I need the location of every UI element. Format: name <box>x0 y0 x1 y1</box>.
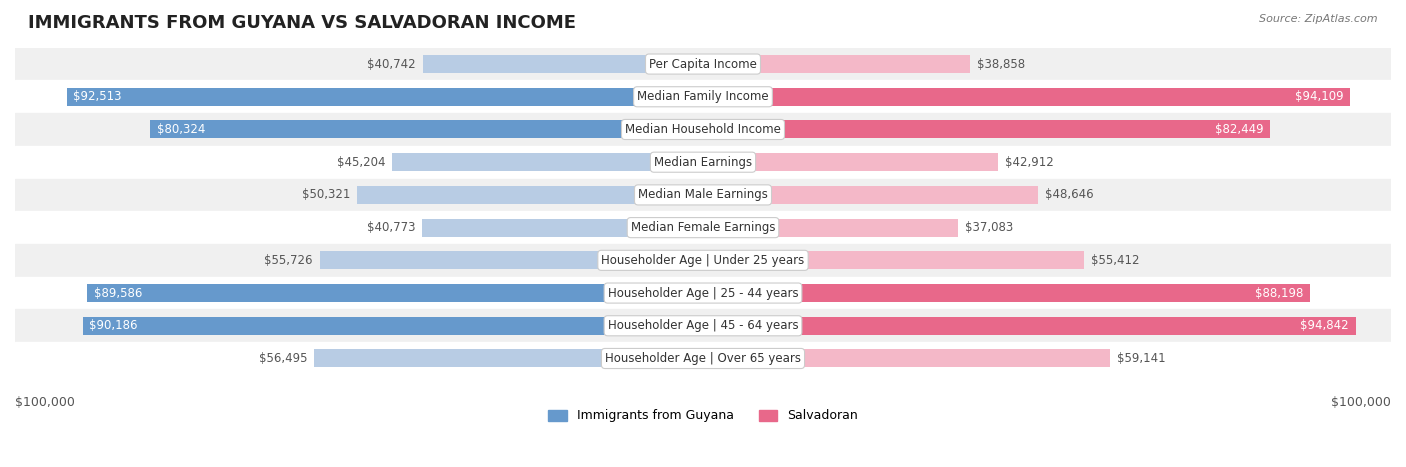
Text: $100,000: $100,000 <box>15 396 75 409</box>
Text: $37,083: $37,083 <box>965 221 1014 234</box>
Text: Householder Age | 45 - 64 years: Householder Age | 45 - 64 years <box>607 319 799 333</box>
Bar <box>15 113 1391 146</box>
Bar <box>357 186 703 204</box>
Text: $100,000: $100,000 <box>1331 396 1391 409</box>
Text: $59,141: $59,141 <box>1116 352 1166 365</box>
Bar <box>15 48 1391 80</box>
Bar <box>703 219 957 237</box>
Text: $55,726: $55,726 <box>264 254 312 267</box>
Text: Source: ZipAtlas.com: Source: ZipAtlas.com <box>1260 14 1378 24</box>
Bar <box>422 219 703 237</box>
Text: $92,513: $92,513 <box>73 90 122 103</box>
Bar <box>703 186 1038 204</box>
Bar <box>703 284 1310 302</box>
Text: IMMIGRANTS FROM GUYANA VS SALVADORAN INCOME: IMMIGRANTS FROM GUYANA VS SALVADORAN INC… <box>28 14 576 32</box>
Text: Median Earnings: Median Earnings <box>654 156 752 169</box>
Text: $94,109: $94,109 <box>1295 90 1344 103</box>
Bar <box>15 277 1391 310</box>
Text: Median Male Earnings: Median Male Earnings <box>638 188 768 201</box>
Bar <box>392 153 703 171</box>
Text: Median Family Income: Median Family Income <box>637 90 769 103</box>
Text: $38,858: $38,858 <box>977 57 1025 71</box>
Bar <box>15 80 1391 113</box>
Bar <box>83 317 703 335</box>
Text: $50,321: $50,321 <box>301 188 350 201</box>
Text: $80,324: $80,324 <box>157 123 205 136</box>
Text: $55,412: $55,412 <box>1091 254 1140 267</box>
Bar <box>703 153 998 171</box>
Text: Per Capita Income: Per Capita Income <box>650 57 756 71</box>
Text: Median Household Income: Median Household Income <box>626 123 780 136</box>
Bar <box>703 317 1355 335</box>
Bar <box>703 120 1270 139</box>
Bar <box>703 55 970 73</box>
Bar <box>15 342 1391 375</box>
Bar <box>703 251 1084 269</box>
Text: $40,773: $40,773 <box>367 221 416 234</box>
Bar <box>15 146 1391 178</box>
Text: $94,842: $94,842 <box>1301 319 1348 333</box>
Text: $56,495: $56,495 <box>259 352 308 365</box>
Bar <box>315 349 703 368</box>
Text: Householder Age | Over 65 years: Householder Age | Over 65 years <box>605 352 801 365</box>
Bar <box>703 88 1351 106</box>
Text: $88,198: $88,198 <box>1254 287 1303 299</box>
Bar <box>703 349 1109 368</box>
Text: $40,742: $40,742 <box>367 57 416 71</box>
Text: $42,912: $42,912 <box>1005 156 1054 169</box>
Text: Householder Age | Under 25 years: Householder Age | Under 25 years <box>602 254 804 267</box>
Bar <box>319 251 703 269</box>
Bar <box>15 244 1391 277</box>
Text: $82,449: $82,449 <box>1215 123 1264 136</box>
Bar <box>15 178 1391 211</box>
Bar <box>150 120 703 139</box>
Text: $48,646: $48,646 <box>1045 188 1094 201</box>
Bar <box>87 284 703 302</box>
Text: $89,586: $89,586 <box>94 287 142 299</box>
Bar <box>15 310 1391 342</box>
Legend: Immigrants from Guyana, Salvadoran: Immigrants from Guyana, Salvadoran <box>543 404 863 427</box>
Text: Householder Age | 25 - 44 years: Householder Age | 25 - 44 years <box>607 287 799 299</box>
Bar <box>66 88 703 106</box>
Bar <box>15 211 1391 244</box>
Text: Median Female Earnings: Median Female Earnings <box>631 221 775 234</box>
Bar <box>423 55 703 73</box>
Text: $90,186: $90,186 <box>90 319 138 333</box>
Text: $45,204: $45,204 <box>336 156 385 169</box>
